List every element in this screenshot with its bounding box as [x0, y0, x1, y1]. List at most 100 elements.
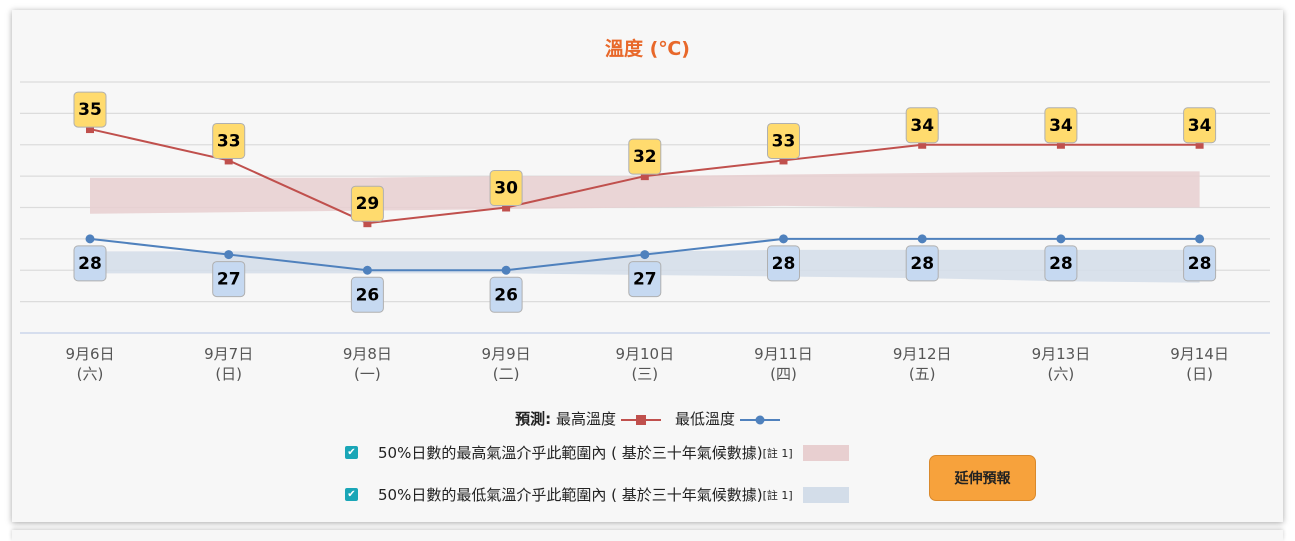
min-temp-point	[224, 250, 234, 260]
min-temp-point	[779, 234, 788, 244]
extended-forecast-button[interactable]: 延伸預報	[929, 455, 1036, 501]
data-label-text: 27	[217, 270, 241, 290]
data-label-box	[212, 122, 246, 159]
min-temp-label: 26	[489, 276, 523, 313]
band-min-label: 50%日數的最低氣溫介乎此範圍內 ( 基於三十年氣候數據)	[378, 486, 763, 504]
band-max-label: 50%日數的最高氣溫介乎此範圍內 ( 基於三十年氣候數據)	[378, 444, 763, 462]
min-temp-point	[362, 265, 372, 275]
max-temp-label: 35	[73, 91, 107, 128]
max-temp-point	[1056, 141, 1065, 149]
min-temp-label: 26	[350, 276, 384, 313]
data-label-box	[489, 276, 523, 313]
legend-prefix: 預測:	[515, 410, 552, 428]
data-label-box	[350, 185, 384, 222]
data-label-box	[628, 261, 662, 298]
max-temp-point	[1195, 141, 1204, 149]
max-temp-label: 34	[905, 107, 939, 144]
max-temp-point	[918, 141, 927, 149]
data-label-text: 33	[217, 131, 241, 151]
legend-min-label[interactable]: 最低溫度	[675, 410, 736, 428]
data-label-box	[767, 122, 800, 159]
next-panel-edge	[12, 530, 1283, 541]
max-temp-point	[224, 157, 233, 165]
band-max-toggle-row[interactable]: ✔ 50%日數的最高氣溫介乎此範圍內 ( 基於三十年氣候數據) [註 1]	[345, 442, 849, 463]
note-link[interactable]: [註 1]	[762, 488, 793, 502]
x-tick-label: 9月8日(一)	[343, 345, 392, 383]
band-max-swatch	[802, 444, 849, 461]
band-max-checkbox[interactable]: ✔	[345, 446, 358, 459]
min-temp-point	[85, 234, 95, 244]
band-min-toggle-row[interactable]: ✔ 50%日數的最低氣溫介乎此範圍內 ( 基於三十年氣候數據) [註 1]	[345, 484, 849, 505]
data-label-box	[1183, 245, 1217, 282]
data-label-text: 28	[1188, 254, 1212, 274]
chart-plot: 35 33 29 30 32 33 34 34 34 28 27 26 26 27 28 28 28 28 9月6日…	[20, 81, 1270, 383]
min-temp-label: 28	[73, 245, 107, 282]
max-temp-label: 33	[767, 122, 800, 159]
min-temp-point	[917, 234, 927, 244]
data-label-box	[73, 245, 107, 282]
data-label-text: 27	[633, 270, 657, 290]
data-label-text: 28	[910, 254, 934, 274]
min-temp-point	[1195, 234, 1205, 244]
max-temp-label: 34	[1183, 107, 1217, 144]
data-label-text: 33	[772, 131, 796, 151]
x-tick-label: 9月11日(四)	[754, 345, 813, 383]
data-label-box	[905, 245, 939, 282]
max-series-marker-icon	[620, 414, 661, 425]
data-label-text: 29	[356, 194, 380, 214]
data-label-text: 30	[494, 179, 518, 199]
min-temp-label: 28	[1044, 245, 1078, 282]
data-label-box	[489, 170, 523, 206]
data-label-box	[1183, 107, 1217, 144]
min-temp-point	[501, 265, 511, 275]
max-temp-label: 29	[350, 185, 384, 222]
min-series-marker-icon	[739, 415, 780, 424]
min-temp-label: 28	[905, 245, 939, 282]
data-label-box	[212, 261, 246, 298]
data-label-box	[73, 91, 107, 128]
band-min-swatch	[802, 486, 849, 503]
data-label-box	[905, 107, 939, 144]
data-label-text: 26	[494, 285, 518, 305]
data-label-text: 28	[772, 254, 796, 274]
chart-title: 溫度 (℃)	[605, 38, 690, 60]
x-tick-label: 9月7日(日)	[204, 345, 253, 383]
min-temp-label: 27	[628, 261, 662, 298]
max-temp-label: 30	[489, 170, 523, 206]
max-temp-label: 32	[628, 138, 662, 175]
series-legend: 預測: 最高溫度 最低溫度	[12, 408, 1283, 429]
note-link[interactable]: [註 1]	[762, 446, 793, 460]
x-tick-label: 9月12日(五)	[893, 345, 952, 383]
data-label-text: 32	[633, 147, 657, 167]
min-temp-label: 28	[1183, 245, 1217, 282]
data-label-box	[767, 245, 800, 282]
data-label-box	[1044, 107, 1078, 144]
band-min-checkbox[interactable]: ✔	[345, 488, 358, 501]
data-label-text: 26	[356, 285, 380, 305]
max-temp-point	[502, 204, 511, 212]
max-temp-point	[363, 220, 372, 228]
data-label-text: 34	[1188, 116, 1212, 136]
x-tick-label: 9月9日(二)	[482, 345, 531, 383]
data-label-box	[1044, 245, 1078, 282]
data-label-text: 34	[910, 116, 934, 136]
max-temp-point	[86, 126, 94, 134]
x-tick-label: 9月13日(六)	[1032, 345, 1091, 383]
max-temp-point	[779, 157, 788, 165]
legend-max-label[interactable]: 最高溫度	[555, 410, 616, 428]
x-tick-label: 9月10日(三)	[615, 345, 674, 383]
data-label-box	[350, 276, 384, 313]
data-label-text: 35	[78, 100, 102, 120]
max-temp-label: 34	[1044, 107, 1078, 144]
data-label-text: 28	[1049, 254, 1073, 274]
data-label-box	[628, 138, 662, 175]
min-temp-label: 28	[767, 245, 800, 282]
data-label-text: 34	[1049, 116, 1073, 136]
x-tick-label: 9月14日(日)	[1170, 345, 1229, 383]
temperature-chart-card: 溫度 (℃) 35 33 29 30 32 33 34 34 34 28 27 26 26 27 28 28 2…	[12, 10, 1283, 522]
min-temp-point	[640, 250, 650, 260]
max-temp-label: 33	[212, 122, 246, 159]
x-tick-label: 9月6日(六)	[65, 345, 114, 383]
min-temp-label: 27	[212, 261, 246, 298]
data-label-text: 28	[78, 254, 102, 274]
